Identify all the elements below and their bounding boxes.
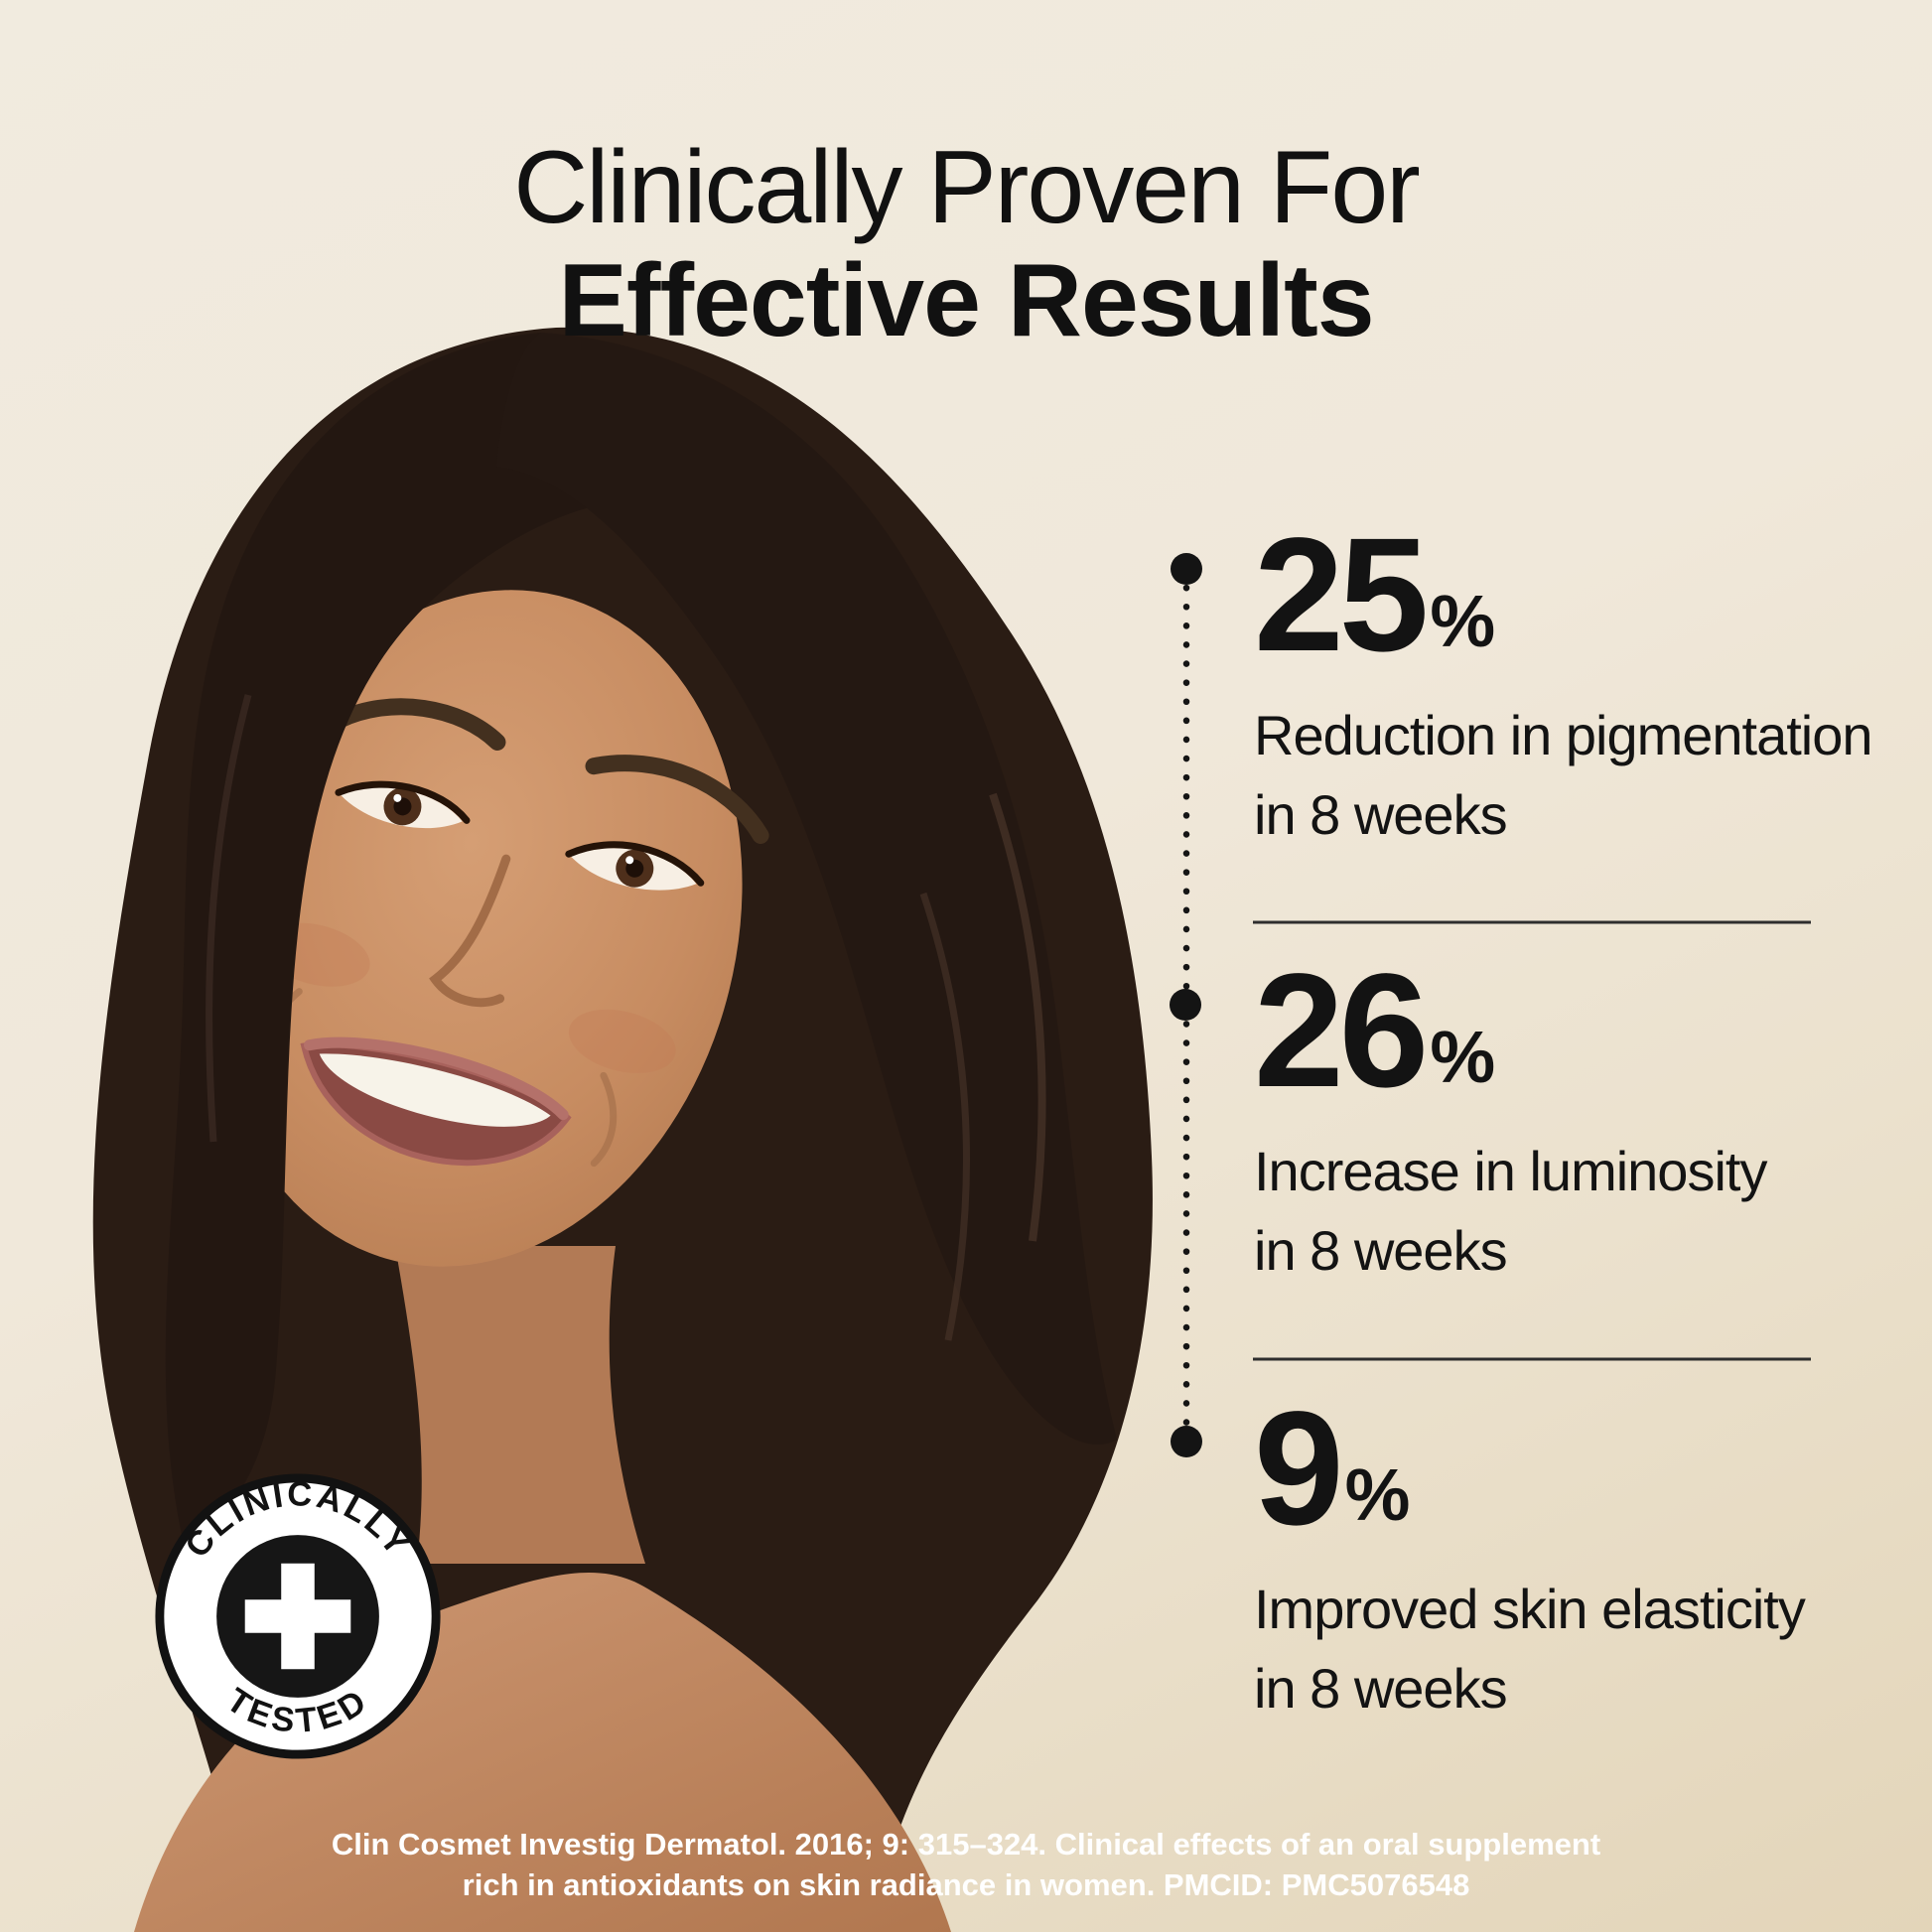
stat-value: 25% [1254, 513, 1909, 675]
hair-highlight [989, 792, 1046, 1242]
stat-desc-line2: in 8 weeks [1254, 783, 1508, 847]
percent-sign: % [1430, 580, 1496, 662]
stat-desc-line2: in 8 weeks [1254, 1219, 1508, 1283]
stat-elasticity: 9% Improved skin elasticity in 8 weeks [1254, 1387, 1909, 1729]
eye-right [565, 841, 705, 891]
stat-dot-2 [1170, 989, 1201, 1021]
stat-dot-1 [1171, 553, 1202, 585]
hair-highlight [919, 892, 971, 1341]
hair-highlight [206, 694, 252, 1143]
stat-dot-3 [1171, 1426, 1202, 1457]
neck [395, 1246, 645, 1564]
stats-connector [1170, 553, 1811, 1457]
hair-front-left [165, 333, 685, 1544]
headline-line2: Effective Results [558, 243, 1374, 359]
eye-left [335, 780, 471, 829]
stat-desc-line2: in 8 weeks [1254, 1657, 1508, 1721]
stat-desc-line1: Increase in luminosity [1254, 1139, 1767, 1202]
stat-value: 9% [1254, 1387, 1909, 1549]
plus-cross-icon [244, 1563, 351, 1670]
eyebrow-left [331, 698, 506, 752]
face-group [210, 590, 769, 1267]
stat-number: 25 [1254, 503, 1429, 685]
percent-sign: % [1344, 1453, 1411, 1536]
headline: Clinically Proven For Effective Results [0, 131, 1932, 358]
stat-number: 26 [1254, 939, 1429, 1121]
citation-line2: rich in antioxidants on skin radiance in… [462, 1866, 1470, 1902]
smile [260, 988, 618, 1168]
stat-luminosity: 26% Increase in luminosity in 8 weeks [1254, 949, 1909, 1292]
percent-sign: % [1430, 1016, 1496, 1098]
eyebrow-right [585, 755, 769, 844]
stat-description: Improved skin elasticity in 8 weeks [1254, 1570, 1909, 1729]
stat-value: 26% [1254, 949, 1909, 1111]
stat-number: 9 [1254, 1377, 1344, 1559]
stat-description: Increase in luminosity in 8 weeks [1254, 1132, 1909, 1292]
headline-line1: Clinically Proven For [513, 130, 1421, 245]
citation-line1: Clin Cosmet Investig Dermatol. 2016; 9: … [331, 1827, 1601, 1862]
stat-description: Reduction in pigmentation in 8 weeks [1254, 696, 1909, 856]
stat-pigmentation: 25% Reduction in pigmentation in 8 weeks [1254, 513, 1909, 856]
hair-front-right [496, 333, 1117, 1446]
citation: Clin Cosmet Investig Dermatol. 2016; 9: … [0, 1825, 1932, 1906]
nose [429, 854, 511, 1008]
stat-desc-line1: Reduction in pigmentation [1254, 703, 1873, 766]
clinically-tested-badge: CLINICALLY TESTED [151, 1469, 445, 1763]
teeth [319, 1053, 551, 1127]
stat-desc-line1: Improved skin elasticity [1254, 1577, 1806, 1640]
